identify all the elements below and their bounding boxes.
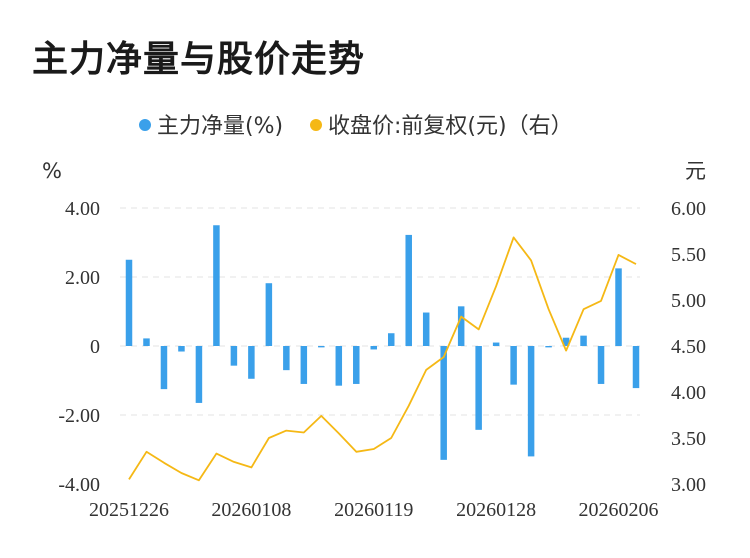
x-tick-label: 20260119 — [334, 499, 413, 521]
bar — [283, 346, 290, 371]
right-axis-ticks: 6.00 5.50 5.00 4.50 4.00 3.50 3.00 — [671, 198, 706, 496]
bar — [615, 268, 622, 346]
right-tick-label: 4.00 — [671, 382, 706, 404]
bar — [370, 346, 378, 350]
legend: 主力净量(%) 收盘价:前复权(元)（右） — [139, 114, 573, 139]
bar — [422, 312, 430, 346]
bar — [405, 234, 412, 346]
x-tick-label: 20260128 — [456, 499, 536, 521]
bar — [597, 346, 605, 384]
x-axis-ticks: 20251226 20260108 20260119 20260128 20260206 — [89, 499, 659, 521]
bar-series — [125, 225, 640, 460]
x-tick-label: 20260206 — [579, 499, 659, 521]
bar — [353, 346, 360, 384]
right-tick-label: 3.00 — [671, 474, 706, 496]
legend-line-marker — [310, 119, 322, 131]
bar — [248, 346, 255, 379]
bar — [580, 335, 587, 346]
bar — [213, 225, 220, 346]
bar — [457, 306, 465, 346]
bar — [178, 346, 185, 352]
right-axis-unit: 元 — [685, 159, 706, 183]
left-tick-label: -4.00 — [58, 474, 100, 496]
legend-bar-label: 主力净量(%) — [157, 114, 283, 139]
left-tick-label: 2.00 — [65, 267, 100, 289]
bar — [475, 346, 482, 430]
legend-line-label: 收盘价:前复权(元)（右） — [328, 114, 573, 139]
x-tick-label: 20251226 — [89, 499, 169, 521]
legend-bar-marker — [139, 119, 151, 131]
bar — [562, 337, 570, 346]
right-tick-label: 3.50 — [671, 428, 706, 450]
bar — [160, 346, 168, 390]
right-tick-label: 4.50 — [671, 336, 706, 358]
gridlines — [120, 207, 640, 416]
left-tick-label: 0 — [90, 336, 100, 358]
price-line — [128, 236, 637, 482]
bar — [510, 346, 517, 385]
bar — [195, 346, 203, 403]
bar — [230, 346, 238, 366]
chart-title: 主力净量与股价走势 — [32, 39, 366, 80]
bar — [300, 346, 308, 384]
bar — [143, 338, 150, 346]
bar — [387, 333, 395, 346]
left-tick-label: 4.00 — [65, 198, 100, 220]
left-tick-label: -2.00 — [58, 405, 100, 427]
right-tick-label: 5.00 — [671, 290, 706, 312]
x-tick-label: 20260108 — [211, 499, 291, 521]
bar — [527, 346, 535, 457]
bar — [545, 346, 552, 348]
right-tick-label: 5.50 — [671, 244, 706, 266]
left-axis-unit: % — [42, 159, 62, 183]
bar — [318, 346, 325, 348]
bar — [265, 283, 273, 346]
bar — [492, 342, 500, 346]
bar — [125, 259, 133, 346]
left-axis-ticks: 4.00 2.00 0 -2.00 -4.00 — [58, 198, 100, 496]
bar — [632, 346, 640, 389]
bar — [440, 346, 447, 460]
line-series — [128, 236, 637, 482]
bar — [335, 346, 343, 386]
right-tick-label: 6.00 — [671, 198, 706, 220]
